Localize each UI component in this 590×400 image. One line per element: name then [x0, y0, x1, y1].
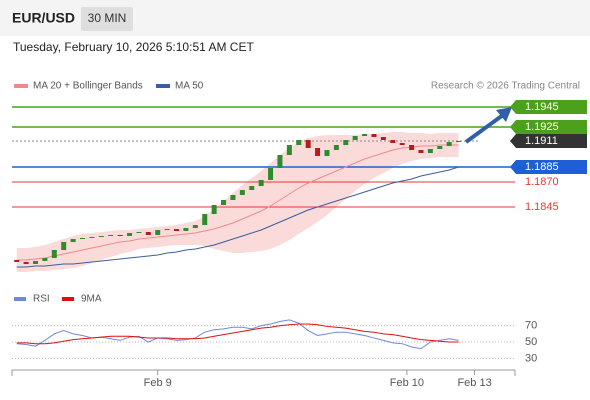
candle [399, 143, 405, 145]
candle [437, 146, 443, 149]
candle [258, 180, 264, 186]
level-box-tip [510, 134, 516, 148]
candle [70, 239, 76, 242]
candle [277, 155, 283, 168]
level-box [516, 160, 587, 174]
candle [136, 232, 142, 233]
legend-label: MA 50 [175, 81, 204, 92]
timeframe: 30 MIN [88, 11, 127, 25]
candle [145, 232, 151, 235]
candle [427, 149, 433, 153]
candle [221, 200, 227, 205]
symbol: EUR/USD [12, 10, 75, 26]
candle [239, 190, 245, 195]
forecast-arrow-head [496, 107, 512, 122]
candle [380, 137, 386, 140]
candle [51, 250, 57, 258]
candle [249, 186, 255, 190]
candle [33, 261, 39, 264]
candle [456, 141, 462, 142]
level-box-tip [510, 120, 516, 134]
legend-swatch [14, 84, 28, 88]
candle [80, 238, 86, 239]
candle [446, 142, 452, 146]
level-box [516, 120, 587, 134]
bollinger-band [16, 132, 459, 272]
candle [305, 140, 311, 148]
candle [409, 145, 415, 150]
candle [296, 140, 302, 145]
indicator-line [16, 323, 459, 345]
x-tick-label: Feb 10 [390, 377, 424, 389]
timeframe-box [81, 7, 133, 31]
candle [117, 235, 123, 236]
y-tick-label: 30 [525, 352, 537, 364]
candle [352, 136, 358, 140]
ma-line [16, 166, 459, 268]
level-label: 1.1870 [525, 176, 559, 188]
y-tick-label: 70 [525, 320, 537, 332]
y-tick-label: 50 [525, 336, 537, 348]
level-box [516, 134, 587, 148]
candle [155, 230, 161, 235]
candle [371, 134, 377, 137]
candle [23, 262, 29, 264]
x-tick-label: Feb 9 [144, 377, 172, 389]
level-label: 1.1911 [525, 135, 558, 147]
candle [89, 237, 95, 238]
candle [390, 140, 396, 143]
candle [61, 242, 67, 250]
candle [286, 145, 292, 155]
legend-swatch [156, 84, 170, 88]
candle [42, 258, 48, 261]
candle [362, 134, 368, 136]
candle [333, 145, 339, 150]
level-label: 1.1845 [525, 201, 559, 213]
level-box [516, 100, 587, 114]
candle [230, 195, 236, 200]
level-box-tip [510, 160, 516, 174]
candle [268, 168, 274, 180]
candle [14, 260, 20, 262]
legend-swatch [62, 297, 74, 301]
source: Research © 2026 Trading Central [431, 81, 580, 92]
candle [202, 214, 208, 225]
level-label: 1.1925 [525, 121, 559, 133]
candle [324, 150, 330, 156]
legend-label: MA 20 + Bollinger Bands [33, 81, 143, 92]
candle [418, 150, 424, 153]
legend-swatch [14, 297, 26, 301]
level-label: 1.1945 [525, 101, 559, 113]
ma-line [16, 144, 459, 261]
candle [127, 233, 133, 236]
candle [315, 148, 321, 156]
candle [164, 229, 170, 230]
candle [192, 225, 198, 228]
level-box-tip [510, 100, 516, 114]
x-tick-label: Feb 13 [457, 377, 491, 389]
timestamp: Tuesday, February 10, 2026 5:10:51 AM CE… [13, 40, 254, 54]
level-label: 1.1885 [525, 161, 559, 173]
forecast-arrow [464, 113, 505, 144]
legend-label: RSI [33, 294, 50, 305]
candle [343, 140, 349, 145]
indicator-line [16, 319, 459, 350]
candle [211, 205, 217, 214]
candle [98, 236, 104, 237]
candle [108, 235, 114, 236]
candle [174, 229, 180, 231]
legend-label: 9MA [81, 294, 102, 305]
candle [183, 228, 189, 231]
